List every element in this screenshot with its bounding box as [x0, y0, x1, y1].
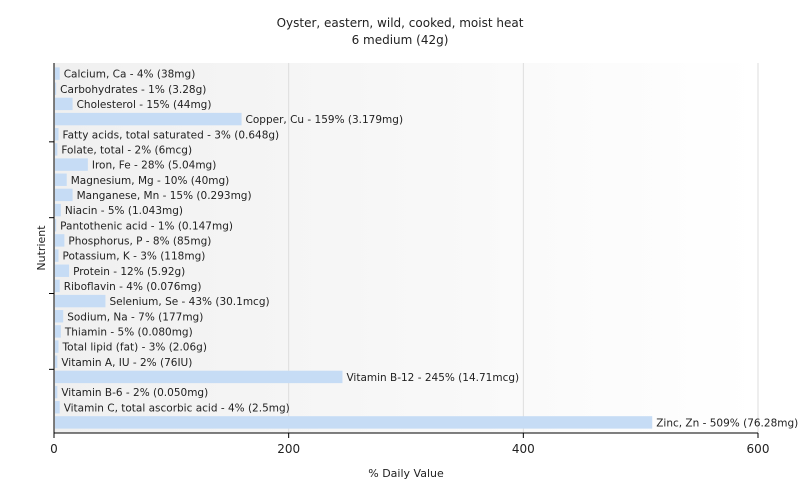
data-label: Protein - 12% (5.92g) [73, 266, 185, 278]
bar [55, 279, 60, 293]
axes: 0 200 400 600 [49, 63, 769, 456]
bar [55, 234, 65, 247]
data-label: Calcium, Ca - 4% (38mg) [64, 69, 196, 81]
bar [55, 82, 57, 95]
bar [55, 188, 73, 202]
y-axis-label: Nutrient [35, 225, 48, 271]
data-label: Vitamin C, total ascorbic acid - 4% (2.5… [64, 402, 290, 414]
bars [55, 67, 653, 429]
bar-labels: Calcium, Ca - 4% (38mg) Carbohydrates - 1… [60, 69, 798, 430]
bar [55, 340, 59, 353]
bar [55, 310, 64, 323]
bar [55, 264, 70, 277]
bar [55, 67, 60, 80]
bar [55, 294, 106, 308]
data-label: Vitamin A, IU - 2% (76IU) [61, 357, 192, 369]
data-label: Riboflavin - 4% (0.076mg) [64, 281, 202, 293]
data-label: Phosphorus, P - 8% (85mg) [68, 235, 211, 247]
data-label: Cholesterol - 15% (44mg) [77, 99, 212, 111]
data-label: Zinc, Zn - 509% (76.28mg) [656, 417, 798, 429]
data-label: Sodium, Na - 7% (177mg) [67, 311, 203, 323]
data-label: Fatty acids, total saturated - 3% (0.648… [63, 129, 280, 141]
bar [55, 112, 242, 126]
bar [55, 158, 88, 171]
x-tick-label: 600 [747, 442, 770, 456]
bar [55, 173, 67, 186]
bar [55, 249, 59, 262]
data-label: Vitamin B-6 - 2% (0.050mg) [61, 387, 208, 399]
bar [55, 401, 60, 414]
data-label: Niacin - 5% (1.043mg) [65, 205, 183, 217]
bar [55, 385, 58, 399]
data-label: Folate, total - 2% (6mcg) [61, 144, 192, 156]
x-axis-label: % Daily Value [368, 467, 444, 480]
bar [55, 128, 59, 141]
x-tick-label: 200 [277, 442, 300, 456]
chart-title: Oyster, eastern, wild, cooked, moist hea… [277, 16, 524, 30]
bar [55, 219, 57, 232]
bar [55, 203, 61, 217]
data-label: Thiamin - 5% (0.080mg) [64, 326, 193, 338]
x-tick-label: 400 [512, 442, 535, 456]
data-label: Carbohydrates - 1% (3.28g) [60, 84, 206, 96]
data-label: Magnesium, Mg - 10% (40mg) [71, 175, 230, 187]
chart-subtitle: 6 medium (42g) [352, 33, 449, 47]
bar [55, 370, 343, 384]
data-label: Total lipid (fat) - 3% (2.06g) [62, 342, 207, 354]
bar [55, 416, 653, 429]
data-label: Iron, Fe - 28% (5.04mg) [92, 160, 216, 172]
bar [55, 97, 73, 111]
data-label: Potassium, K - 3% (118mg) [63, 251, 206, 263]
x-tick-label: 0 [50, 442, 58, 456]
data-label: Copper, Cu - 159% (3.179mg) [246, 114, 404, 126]
bar [55, 143, 58, 156]
bar [55, 355, 58, 368]
data-label: Manganese, Mn - 15% (0.293mg) [77, 190, 252, 202]
data-label: Vitamin B-12 - 245% (14.71mcg) [346, 372, 519, 384]
data-label: Pantothenic acid - 1% (0.147mg) [60, 220, 233, 232]
data-label: Selenium, Se - 43% (30.1mcg) [109, 296, 269, 308]
bar [55, 325, 61, 338]
